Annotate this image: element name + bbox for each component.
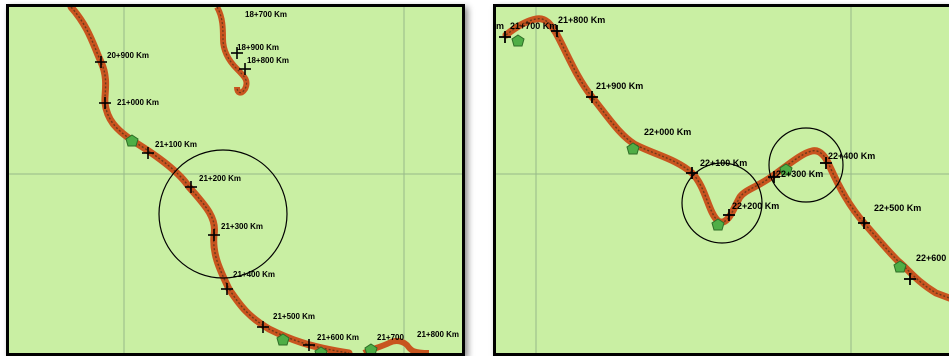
km-label: 18+900 Km [237, 43, 279, 52]
km-label: 21+800 Km [558, 15, 605, 25]
km-label: 22+100 Km [700, 158, 747, 168]
highlight-circle [158, 149, 288, 279]
right-map-panel[interactable]: m 21+700 Km 21+800 Km 21+900 Km 22+000 K… [493, 4, 949, 356]
km-label: 21+400 Km [233, 270, 275, 279]
left-map-panel[interactable]: 20+900 Km 21+000 Km 21+100 Km 21+200 Km … [6, 4, 465, 356]
km-label: 21+800 Km [417, 330, 459, 339]
km-label: 21+900 Km [596, 81, 643, 91]
km-marker-cross-icon [95, 47, 315, 351]
cut-off-label: m [496, 21, 504, 31]
km-label: 21+100 Km [155, 140, 197, 149]
km-label: 22+300 Km [776, 169, 823, 179]
station-green-pentagon-icon [511, 34, 907, 273]
km-label: 21+200 Km [199, 174, 241, 183]
km-label: 18+700 Km [245, 10, 287, 19]
highlight-circle [768, 127, 844, 203]
km-label: 21+600 Km [317, 333, 359, 342]
station-green-pentagon-icon [125, 134, 378, 353]
km-label: 21+300 Km [221, 222, 263, 231]
km-label: 22+200 Km [732, 201, 779, 211]
km-label: 21+700 Km [510, 21, 557, 31]
km-label: 18+800 Km [247, 56, 289, 65]
right-map-canvas[interactable]: m 21+700 Km 21+800 Km 21+900 Km 22+000 K… [496, 7, 949, 353]
km-label: 22+000 Km [644, 127, 691, 137]
km-marker-cross-icon [499, 25, 916, 285]
km-label: 21+500 Km [273, 312, 315, 321]
highlight-circle [681, 162, 763, 244]
km-label: 21+000 Km [117, 98, 159, 107]
km-label: 20+900 Km [107, 51, 149, 60]
km-label: 22+600 [916, 253, 946, 263]
km-label: 22+500 Km [874, 203, 921, 213]
km-label: 21+700 [377, 333, 404, 342]
left-map-canvas[interactable]: 20+900 Km 21+000 Km 21+100 Km 21+200 Km … [9, 7, 462, 353]
km-label: 22+400 Km [828, 151, 875, 161]
